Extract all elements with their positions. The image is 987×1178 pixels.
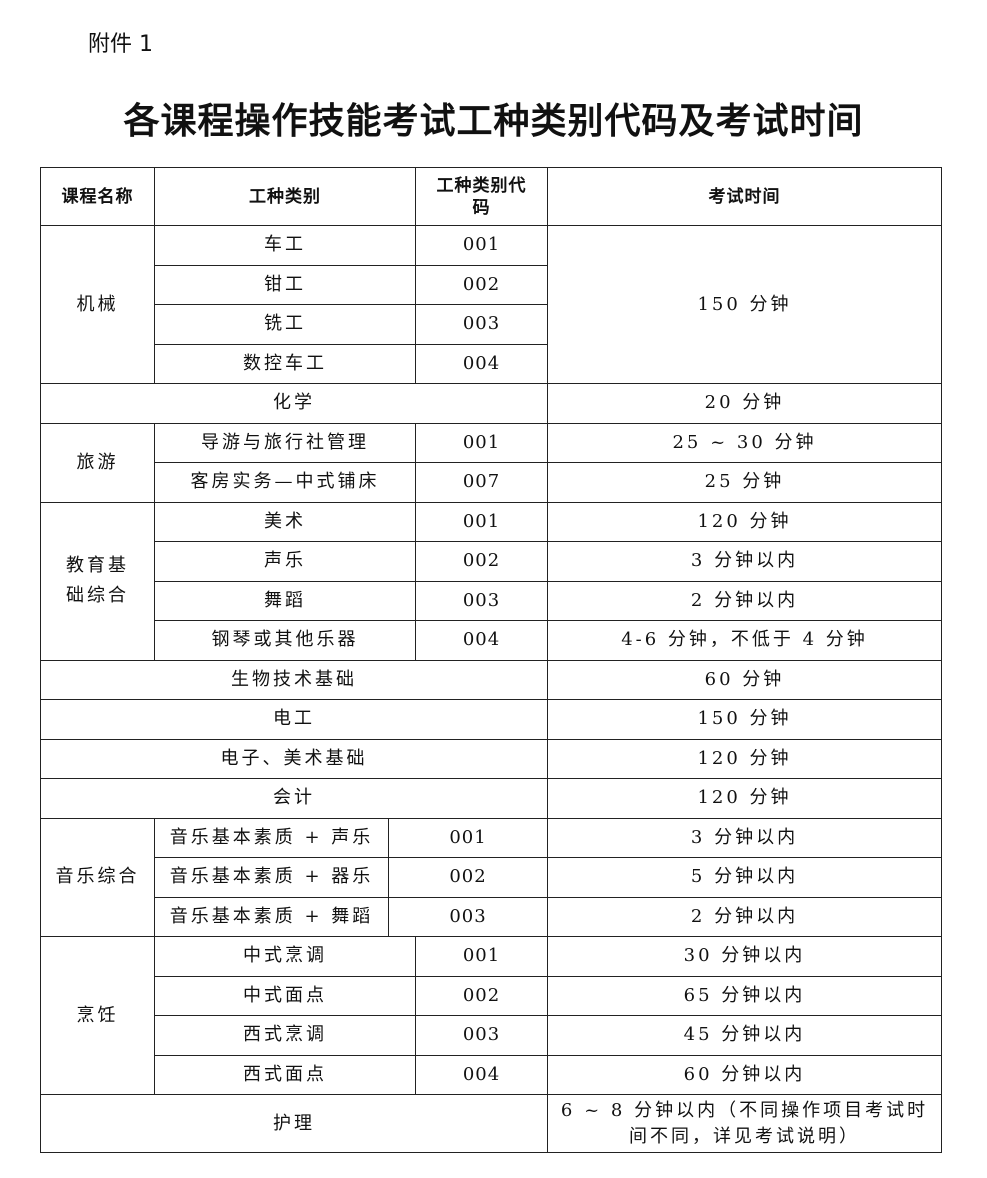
type-code: 002 [415, 975, 548, 1016]
course-name: 教育基础综合 [40, 501, 155, 661]
course-name: 化学 [40, 383, 548, 424]
exam-time: 60 分钟 [547, 659, 942, 700]
table-row: 西式面点 004 60 分钟以内 [41, 1054, 942, 1095]
table-row: 钳工 002 [41, 264, 942, 305]
table-row: 电子、美术基础 120 分钟 [40, 738, 942, 779]
header-type: 工种类别 [154, 167, 416, 226]
header-time: 考试时间 [547, 167, 942, 226]
exam-time: 60 分钟以内 [547, 1054, 942, 1095]
attachment-label: 附件 1 [88, 32, 153, 57]
course-name: 烹饪 [40, 936, 155, 1095]
exam-time: 45 分钟以内 [547, 1015, 942, 1056]
course-name: 音乐综合 [40, 817, 155, 937]
table-row: 舞蹈 003 2 分钟以内 [41, 580, 942, 621]
work-type: 中式烹调 [154, 936, 416, 977]
work-type: 音乐基本素质 + 舞蹈 [154, 896, 389, 937]
exam-time: 6 ~ 8 分钟以内（不同操作项目考试时间不同，详见考试说明） [547, 1094, 942, 1153]
work-type: 西式面点 [154, 1054, 416, 1095]
type-code: 001 [415, 501, 548, 542]
table-row: 教育基础综合 美术 001 120 分钟 [40, 501, 942, 661]
table-row: 音乐基本素质 + 器乐 002 5 分钟以内 [41, 857, 942, 898]
exam-time: 3 分钟以内 [547, 817, 942, 858]
work-type: 音乐基本素质 + 声乐 [154, 817, 389, 858]
header-row: 课程名称 工种类别 工种类别代码 考试时间 [40, 167, 942, 226]
work-type: 钳工 [154, 264, 416, 305]
table-row: 电工 150 分钟 [40, 699, 942, 740]
course-name: 机械 [40, 225, 155, 384]
work-type: 数控车工 [154, 343, 416, 384]
work-type: 西式烹调 [154, 1015, 416, 1056]
type-code: 001 [388, 817, 548, 858]
type-code: 002 [388, 857, 548, 898]
course-name: 护理 [40, 1094, 548, 1153]
work-type: 客房实务—中式铺床 [154, 462, 416, 503]
table-row: 中式面点 002 65 分钟以内 [41, 975, 942, 1016]
table-row: 声乐 002 3 分钟以内 [41, 541, 942, 582]
table-row: 音乐综合 音乐基本素质 + 声乐 001 3 分钟以内 [40, 817, 942, 937]
type-code: 004 [415, 1054, 548, 1095]
type-code: 004 [415, 620, 548, 661]
type-code: 001 [415, 936, 548, 977]
exam-time: 30 分钟以内 [547, 936, 942, 977]
exam-time: 150 分钟 [547, 699, 942, 740]
course-name: 会计 [40, 778, 548, 819]
table-row: 会计 120 分钟 [40, 778, 942, 819]
exam-time: 150 分钟 [547, 225, 942, 384]
work-type: 舞蹈 [154, 580, 416, 621]
work-type: 音乐基本素质 + 器乐 [154, 857, 389, 898]
type-code: 001 [415, 422, 548, 463]
document-title: 各课程操作技能考试工种类别代码及考试时间 [123, 101, 864, 142]
type-code: 004 [415, 343, 548, 384]
exam-time: 3 分钟以内 [547, 541, 942, 582]
course-name: 电子、美术基础 [40, 738, 548, 779]
exam-table: 课程名称 工种类别 工种类别代码 考试时间 机械 车工 001 150 分钟 钳工 002… [40, 167, 942, 1153]
exam-time: 120 分钟 [547, 778, 942, 819]
table-row: 生物技术基础 60 分钟 [40, 659, 942, 700]
header-course: 课程名称 [40, 167, 155, 226]
table-row: 客房实务—中式铺床 007 25 分钟 [41, 462, 942, 503]
table-row: 数控车工 004 [41, 343, 942, 384]
table-row: 音乐基本素质 + 舞蹈 003 2 分钟以内 [41, 896, 942, 937]
exam-time: 2 分钟以内 [547, 896, 942, 937]
type-code: 001 [415, 225, 548, 266]
type-code: 002 [415, 264, 548, 305]
exam-time: 20 分钟 [547, 383, 942, 424]
exam-time: 65 分钟以内 [547, 975, 942, 1016]
exam-time: 2 分钟以内 [547, 580, 942, 621]
table-row: 化学 20 分钟 [40, 383, 942, 424]
table-row: 烹饪 中式烹调 001 30 分钟以内 [40, 936, 942, 1095]
exam-time: 120 分钟 [547, 501, 942, 542]
course-name: 生物技术基础 [40, 659, 548, 700]
exam-time: 120 分钟 [547, 738, 942, 779]
table-row: 钢琴或其他乐器 004 4-6 分钟，不低于 4 分钟 [41, 620, 942, 661]
type-code: 003 [415, 580, 548, 621]
course-name: 电工 [40, 699, 548, 740]
table-row: 机械 车工 001 150 分钟 [40, 225, 942, 384]
work-type: 声乐 [154, 541, 416, 582]
work-type: 铣工 [154, 304, 416, 345]
exam-time: 25 ~ 30 分钟 [547, 422, 942, 463]
table-row: 旅游 导游与旅行社管理 001 25 ~ 30 分钟 [40, 422, 942, 503]
work-type: 车工 [154, 225, 416, 266]
work-type: 钢琴或其他乐器 [154, 620, 416, 661]
table-row: 护理 6 ~ 8 分钟以内（不同操作项目考试时间不同，详见考试说明） [40, 1094, 942, 1153]
course-name: 旅游 [40, 422, 155, 503]
type-code: 003 [415, 1015, 548, 1056]
work-type: 导游与旅行社管理 [154, 422, 416, 463]
exam-time: 5 分钟以内 [547, 857, 942, 898]
table-row: 铣工 003 [41, 304, 942, 345]
exam-time: 4-6 分钟，不低于 4 分钟 [547, 620, 942, 661]
header-code: 工种类别代码 [415, 167, 548, 226]
type-code: 003 [388, 896, 548, 937]
exam-time: 25 分钟 [547, 462, 942, 503]
type-code: 002 [415, 541, 548, 582]
work-type: 美术 [154, 501, 416, 542]
type-code: 003 [415, 304, 548, 345]
type-code: 007 [415, 462, 548, 503]
work-type: 中式面点 [154, 975, 416, 1016]
table-row: 西式烹调 003 45 分钟以内 [41, 1015, 942, 1056]
